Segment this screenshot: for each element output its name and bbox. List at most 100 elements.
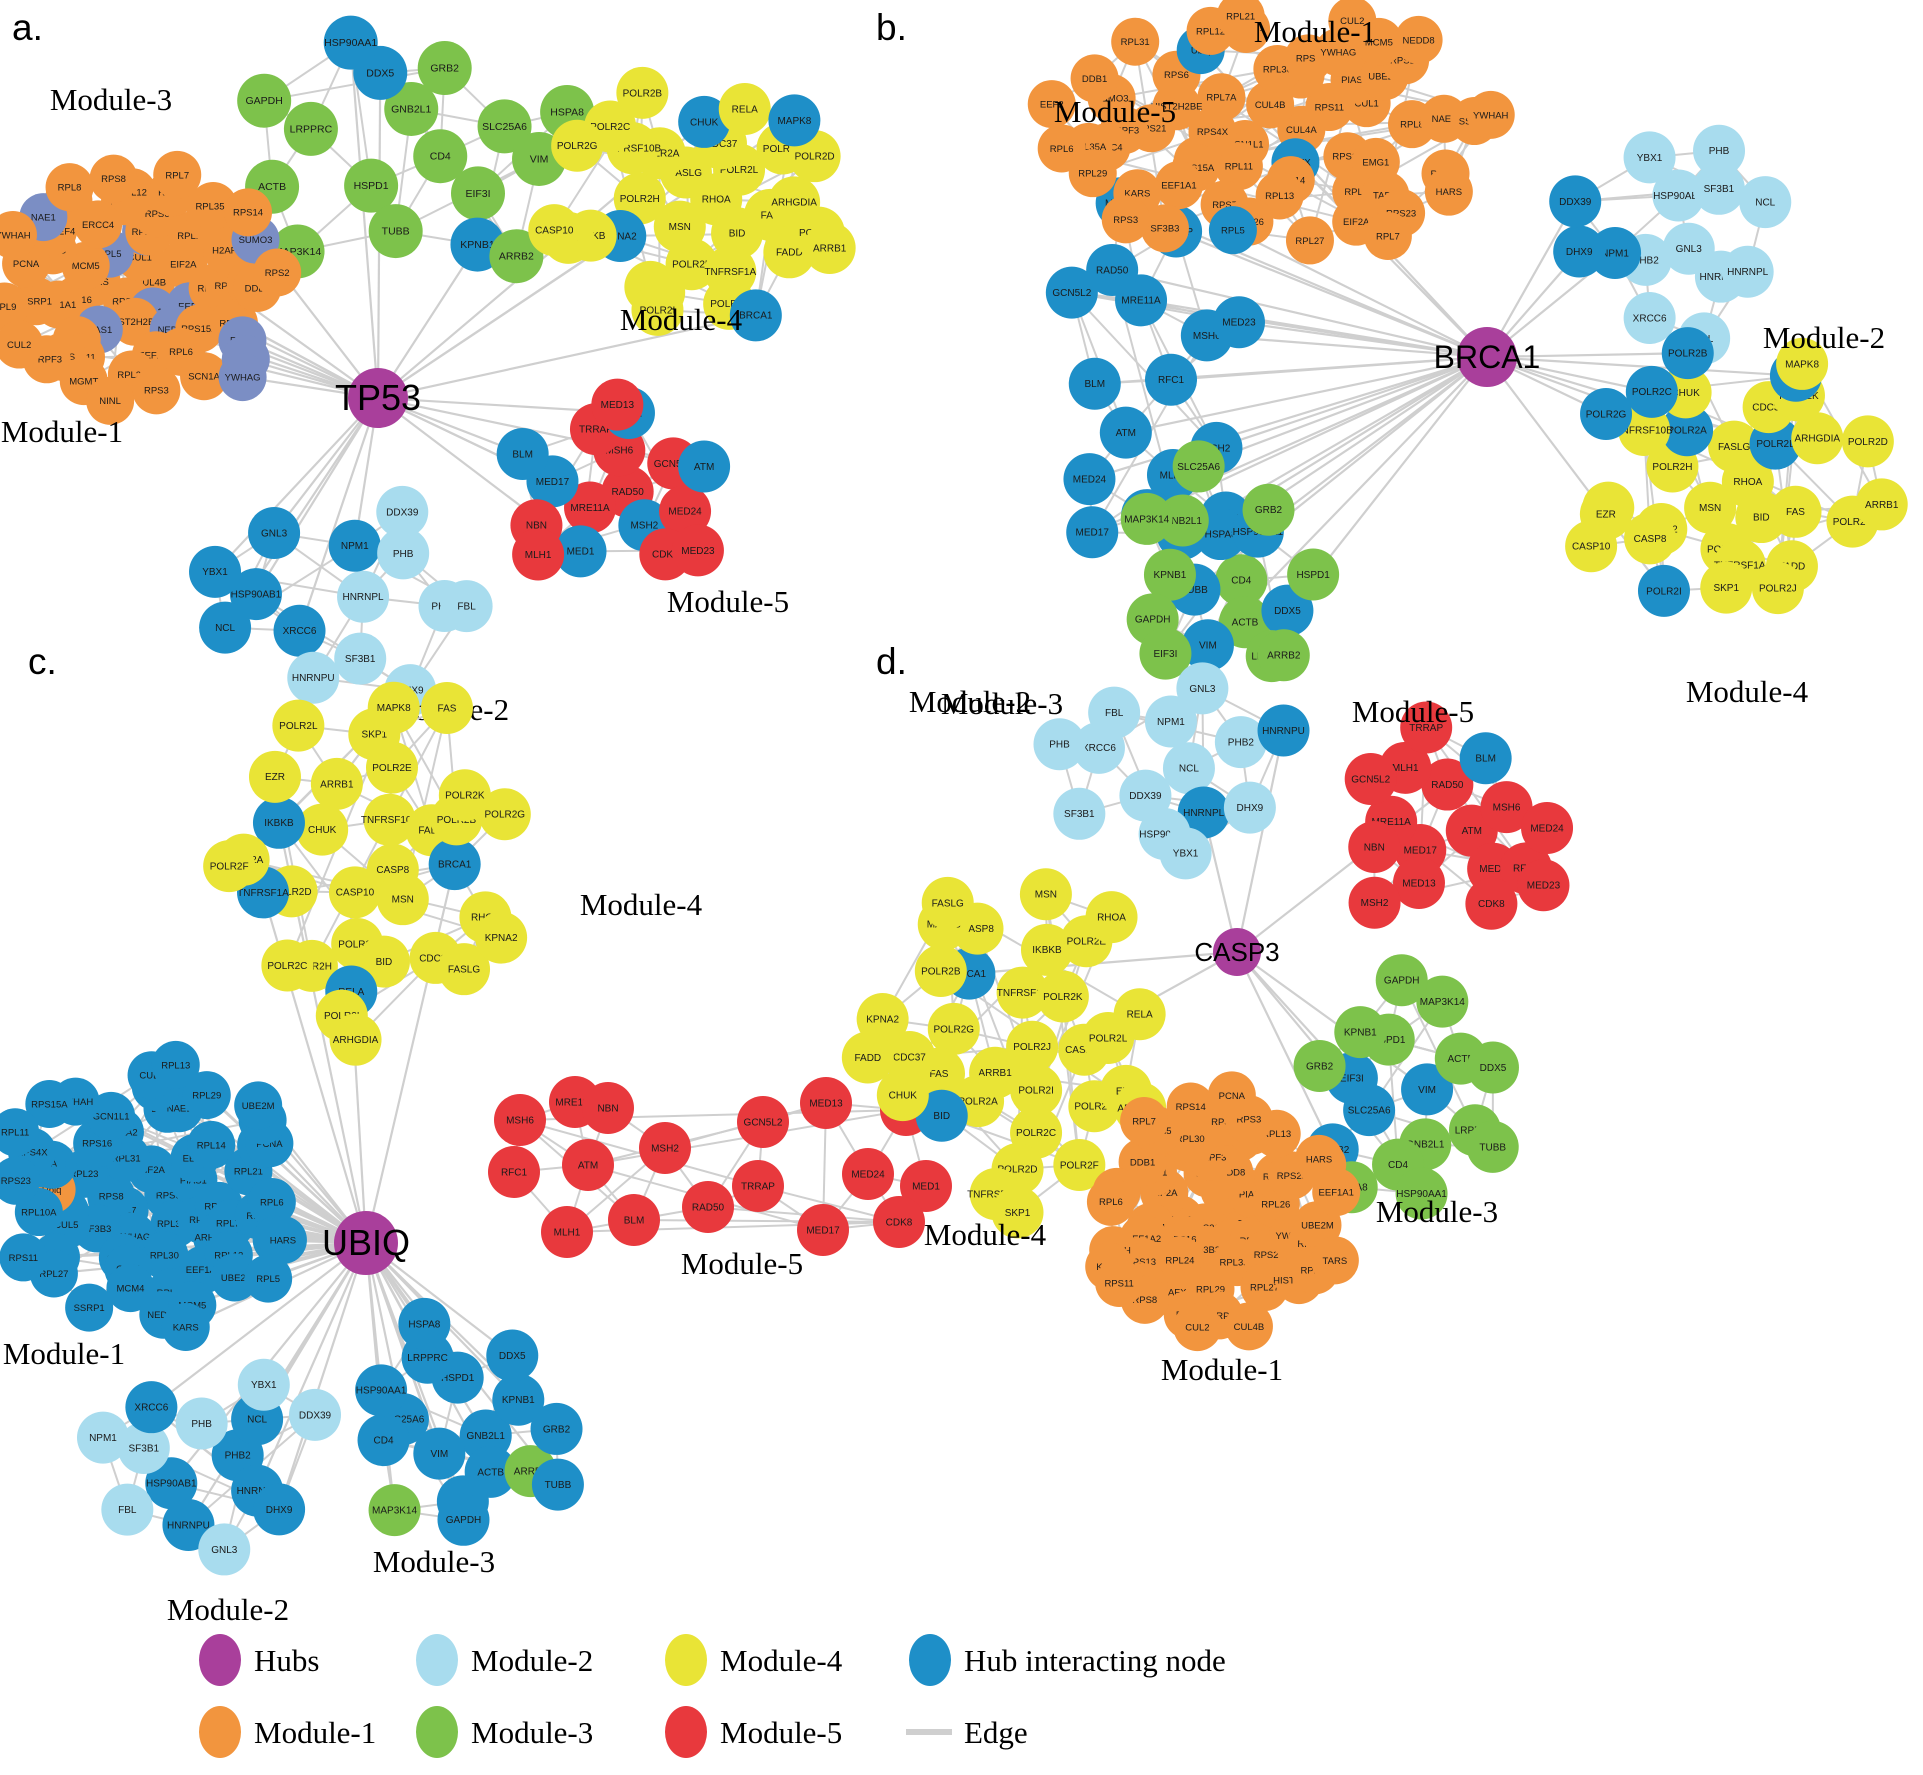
gene-node[interactable]: RPL7A bbox=[1197, 73, 1246, 122]
gene-node-circle[interactable] bbox=[140, 1231, 189, 1280]
gene-node[interactable]: HSPA8 bbox=[398, 1297, 451, 1350]
gene-node[interactable]: ATM bbox=[678, 440, 731, 493]
gene-node[interactable]: FADD bbox=[841, 1031, 894, 1084]
gene-node-circle[interactable] bbox=[1140, 204, 1189, 253]
gene-node-circle[interactable] bbox=[45, 163, 94, 212]
gene-node-circle[interactable] bbox=[283, 101, 338, 156]
gene-node[interactable]: BLM bbox=[608, 1194, 660, 1246]
gene-node[interactable]: MED17 bbox=[797, 1204, 849, 1256]
gene-node-circle[interactable] bbox=[328, 866, 381, 919]
gene-node[interactable]: MAPK8 bbox=[1776, 337, 1829, 390]
gene-node[interactable]: UBE2M bbox=[234, 1081, 283, 1130]
gene-node-circle[interactable] bbox=[1623, 291, 1676, 344]
gene-node-circle[interactable] bbox=[187, 1120, 236, 1169]
gene-node[interactable]: DDX5 bbox=[1466, 1041, 1519, 1094]
gene-node-circle[interactable] bbox=[189, 545, 242, 598]
gene-node[interactable]: SSRP1 bbox=[65, 1283, 114, 1332]
gene-node[interactable]: CHUK bbox=[296, 803, 349, 856]
gene-node-circle[interactable] bbox=[237, 73, 292, 128]
gene-node-circle[interactable] bbox=[355, 1364, 408, 1417]
gene-node-circle[interactable] bbox=[1708, 420, 1761, 473]
gene-node[interactable]: POLR2D bbox=[1841, 415, 1894, 468]
gene-node[interactable]: RPL14 bbox=[187, 1120, 236, 1169]
gene-node-circle[interactable] bbox=[329, 1013, 382, 1066]
gene-node[interactable]: LRPPRC bbox=[283, 101, 338, 156]
gene-node[interactable]: RPS2 bbox=[253, 248, 302, 297]
gene-node-circle[interactable] bbox=[551, 119, 604, 172]
gene-node-circle[interactable] bbox=[1661, 404, 1714, 457]
gene-node-circle[interactable] bbox=[368, 204, 423, 259]
gene-node[interactable]: MED23 bbox=[671, 524, 724, 577]
gene-node[interactable]: POLR2F bbox=[203, 840, 256, 893]
hub-node-tp53[interactable]: TP53 bbox=[335, 368, 421, 428]
gene-node[interactable]: MED17 bbox=[1066, 506, 1119, 559]
gene-node[interactable]: RPS15A bbox=[25, 1079, 74, 1128]
gene-node[interactable]: MCM4 bbox=[106, 1264, 155, 1313]
gene-node[interactable]: YBX1 bbox=[189, 545, 242, 598]
gene-node[interactable]: GCN5L2 bbox=[1344, 752, 1397, 805]
gene-node[interactable]: POLR2J bbox=[1751, 562, 1804, 615]
gene-node-circle[interactable] bbox=[591, 378, 644, 431]
gene-node-circle[interactable] bbox=[478, 788, 531, 841]
gene-node[interactable]: HSP90AB1 bbox=[1652, 169, 1705, 222]
gene-node[interactable]: RPL13 bbox=[151, 1040, 200, 1089]
gene-node[interactable]: DDX5 bbox=[1261, 584, 1314, 637]
gene-node-circle[interactable] bbox=[151, 1040, 200, 1089]
gene-node-circle[interactable] bbox=[440, 580, 493, 633]
gene-node[interactable]: POLR2I bbox=[1637, 564, 1690, 617]
gene-node-circle[interactable] bbox=[248, 507, 301, 560]
gene-node-circle[interactable] bbox=[1208, 206, 1257, 255]
gene-node[interactable]: FAS bbox=[1769, 485, 1822, 538]
gene-node[interactable]: CD4 bbox=[357, 1414, 410, 1467]
gene-node-circle[interactable] bbox=[161, 1303, 210, 1352]
gene-node-circle[interactable] bbox=[101, 1483, 154, 1536]
gene-node[interactable]: CDK8 bbox=[1465, 877, 1518, 930]
gene-node-circle[interactable] bbox=[1625, 365, 1678, 418]
gene-node[interactable]: SF3B1 bbox=[1692, 162, 1745, 215]
gene-node[interactable]: GAPDH bbox=[1375, 954, 1428, 1007]
gene-node-circle[interactable] bbox=[247, 1177, 296, 1226]
gene-node-circle[interactable] bbox=[428, 838, 481, 891]
gene-node[interactable]: POLR2B bbox=[914, 944, 967, 997]
gene-node-circle[interactable] bbox=[682, 1181, 734, 1233]
gene-node[interactable]: POLR2G bbox=[927, 1002, 980, 1055]
gene-node-circle[interactable] bbox=[1623, 131, 1676, 184]
gene-node-circle[interactable] bbox=[1565, 520, 1618, 573]
gene-node[interactable]: GRB2 bbox=[1293, 1040, 1346, 1093]
gene-node[interactable]: HARS bbox=[258, 1215, 307, 1264]
gene-node[interactable]: HSP90AA1 bbox=[323, 15, 378, 70]
gene-node-circle[interactable] bbox=[1120, 492, 1173, 545]
gene-node[interactable]: RPL6 bbox=[1086, 1177, 1135, 1226]
gene-node-circle[interactable] bbox=[237, 1358, 290, 1411]
gene-node-circle[interactable] bbox=[800, 1077, 852, 1129]
gene-node[interactable]: MAP3K14 bbox=[368, 1484, 421, 1537]
gene-node-circle[interactable] bbox=[492, 1373, 545, 1426]
gene-node[interactable]: MED1 bbox=[900, 1160, 952, 1212]
gene-node[interactable]: SF3B3 bbox=[1140, 204, 1189, 253]
gene-node[interactable]: RPL27 bbox=[1285, 216, 1334, 265]
gene-node[interactable]: CD4 bbox=[413, 129, 468, 184]
gene-node[interactable]: RPL5 bbox=[244, 1254, 293, 1303]
gene-node[interactable]: POLR2G bbox=[1580, 387, 1633, 440]
gene-node-circle[interactable] bbox=[554, 525, 607, 578]
gene-node[interactable]: GNB2L1 bbox=[384, 81, 439, 136]
gene-node-circle[interactable] bbox=[289, 1388, 342, 1441]
gene-node[interactable]: CUL4B bbox=[1246, 80, 1295, 129]
gene-node[interactable]: UBE2I bbox=[210, 1253, 259, 1302]
gene-node[interactable]: MED24 bbox=[1063, 453, 1116, 506]
gene-node-circle[interactable] bbox=[1624, 512, 1677, 565]
gene-node-circle[interactable] bbox=[1037, 124, 1086, 173]
gene-node[interactable]: NBN bbox=[582, 1082, 634, 1134]
gene-node[interactable]: PHB bbox=[175, 1397, 228, 1450]
gene-node-circle[interactable] bbox=[261, 939, 314, 992]
gene-node[interactable]: FAS bbox=[420, 682, 473, 735]
gene-node-circle[interactable] bbox=[1652, 169, 1705, 222]
gene-node-circle[interactable] bbox=[420, 682, 473, 735]
gene-node-circle[interactable] bbox=[89, 154, 138, 203]
gene-node-circle[interactable] bbox=[334, 632, 387, 685]
gene-node[interactable]: NCL bbox=[1739, 176, 1792, 229]
gene-node-circle[interactable] bbox=[1212, 296, 1265, 349]
gene-node[interactable]: BLM bbox=[1068, 357, 1121, 410]
gene-node-circle[interactable] bbox=[417, 41, 472, 96]
gene-node[interactable]: GRB2 bbox=[530, 1402, 583, 1455]
